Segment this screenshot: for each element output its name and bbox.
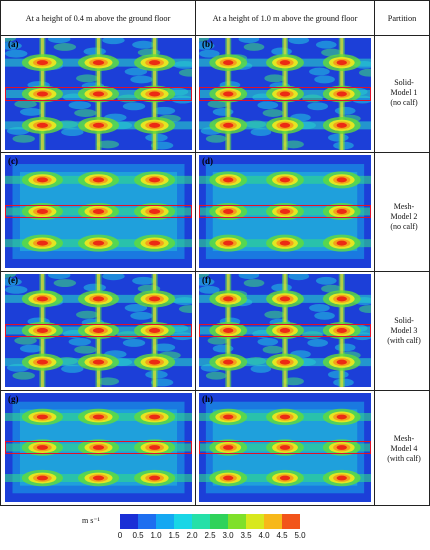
partition-line: Model 2 [390,212,418,221]
colorbar-tick-label: 3.5 [240,531,252,540]
velocity-contour [5,393,192,502]
highlight-box [5,323,192,338]
colorbar-ticks: 0 0.5 1.0 1.5 2.0 2.5 3.0 3.5 4.0 4.5 5.0 [114,531,306,543]
partition-line: Model 3 [390,326,418,335]
velocity-contour [199,38,371,150]
grid-row1 [0,152,430,153]
colorbar-tick-label: 2.5 [204,531,216,540]
grid-row3 [0,390,430,391]
colorbar-swatch [228,514,246,529]
header-col1: At a height of 0.4 m above the ground fl… [25,13,171,23]
panel-d: (d) [199,155,371,268]
velocity-contour [5,274,192,387]
highlight-box [5,440,192,455]
panel-label: (a) [8,39,19,49]
grid-row4 [0,505,430,506]
grid-header-bottom [0,35,430,36]
panel-g: (g) [5,393,192,502]
panel-f: (f) [199,274,371,387]
panel-b: (b) [199,38,371,150]
colorbar-swatch [192,514,210,529]
partition-line: (with calf) [387,454,421,463]
panel-label: (h) [202,394,213,404]
grid-row2 [0,271,430,272]
partition-line: (with calf) [387,336,421,345]
panel-label: (e) [8,275,18,285]
colorbar-unit: m s⁻¹ [82,516,100,525]
colorbar-tick-label: 5.0 [294,531,306,540]
grid-left [0,0,1,505]
partition-line: Mesh- [393,202,415,211]
grid-col2 [374,0,375,505]
partition-line: Solid- [394,316,414,325]
colorbar-swatch [138,514,156,529]
colorbar-tick-label: 3.0 [222,531,234,540]
panel-label: (g) [8,394,19,404]
panel-label: (d) [202,156,213,166]
partition-line: Solid- [394,78,414,87]
panel-e: (e) [5,274,192,387]
header-col2: At a height of 1.0 m above the ground fl… [212,13,358,23]
partition-line: (no calf) [390,222,418,231]
highlight-box [5,87,192,101]
velocity-contour [199,274,371,387]
grid-top [0,0,430,1]
panel-label: (c) [8,156,18,166]
colorbar-tick-label: 0.5 [132,531,144,540]
grid-col1 [195,0,196,505]
colorbar-tick-label: 4.0 [258,531,270,540]
highlight-box [199,87,371,101]
colorbar-swatch [174,514,192,529]
colorbar-swatch [156,514,174,529]
partition-label-3: Solid- Model 3 (with calf) [378,316,430,346]
colorbar-swatch [264,514,282,529]
colorbar-swatch [282,514,300,529]
colorbar-swatch [246,514,264,529]
colorbar-tick-label: 1.0 [150,531,162,540]
partition-line: Model 1 [390,88,418,97]
colorbar-tick-label: 1.5 [168,531,180,540]
colorbar-tick-label: 4.5 [276,531,288,540]
panel-a: (a) [5,38,192,150]
partition-label-1: Solid- Model 1 (no calf) [378,78,430,108]
panel-label: (f) [202,275,211,285]
panel-label: (b) [202,39,213,49]
colorbar-swatch [120,514,138,529]
panel-c: (c) [5,155,192,268]
partition-line: Model 4 [390,444,418,453]
highlight-box [5,204,192,219]
velocity-contour [199,393,371,502]
colorbar [120,514,300,529]
partition-label-4: Mesh- Model 4 (with calf) [378,434,430,464]
partition-label-2: Mesh- Model 2 (no calf) [378,202,430,232]
highlight-box [199,440,371,455]
velocity-contour [5,155,192,268]
velocity-contour [5,38,192,150]
velocity-contour [199,155,371,268]
highlight-box [199,204,371,219]
colorbar-swatch [210,514,228,529]
header-partition: Partition [387,13,417,23]
colorbar-tick-label: 2.0 [186,531,198,540]
partition-line: (no calf) [390,98,418,107]
colorbar-tick-label: 0 [117,531,123,540]
highlight-box [199,323,371,338]
panel-h: (h) [199,393,371,502]
partition-line: Mesh- [393,434,415,443]
